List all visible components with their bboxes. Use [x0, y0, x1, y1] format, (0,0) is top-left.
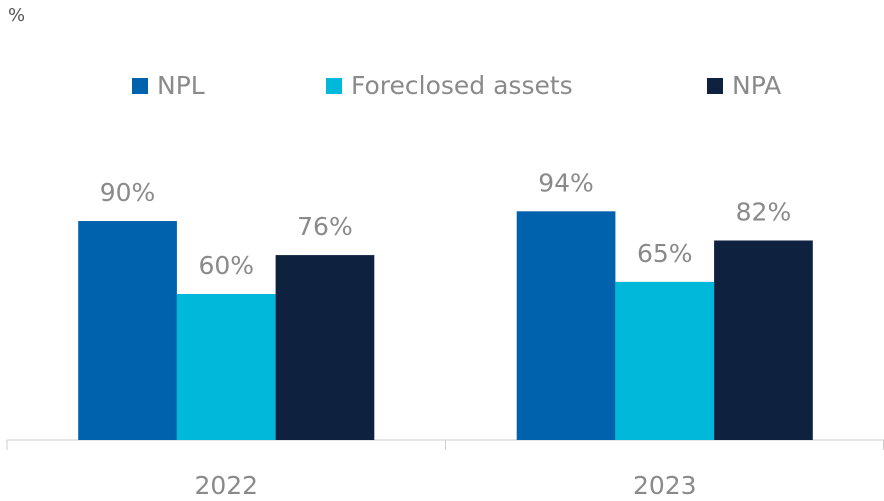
legend-label: NPA	[732, 71, 781, 100]
value-label: 65%	[637, 239, 693, 268]
bar	[714, 240, 813, 440]
value-label: 90%	[100, 178, 156, 207]
bar	[78, 221, 177, 440]
bar	[615, 281, 715, 440]
legend-swatch	[707, 78, 723, 94]
x-tick-label: 2023	[633, 471, 697, 500]
value-label: 94%	[538, 168, 594, 197]
value-label: 76%	[297, 212, 353, 241]
bar	[516, 211, 616, 440]
y-axis-label: %	[8, 5, 25, 26]
value-label: 60%	[198, 251, 254, 280]
bar	[176, 294, 276, 440]
legend-label: NPL	[157, 71, 205, 100]
legend-label: Foreclosed assets	[351, 71, 573, 100]
value-label: 82%	[736, 197, 792, 226]
bar	[275, 255, 375, 440]
legend-swatch	[326, 78, 342, 94]
x-tick-label: 2022	[194, 471, 258, 500]
legend-swatch	[132, 78, 148, 94]
